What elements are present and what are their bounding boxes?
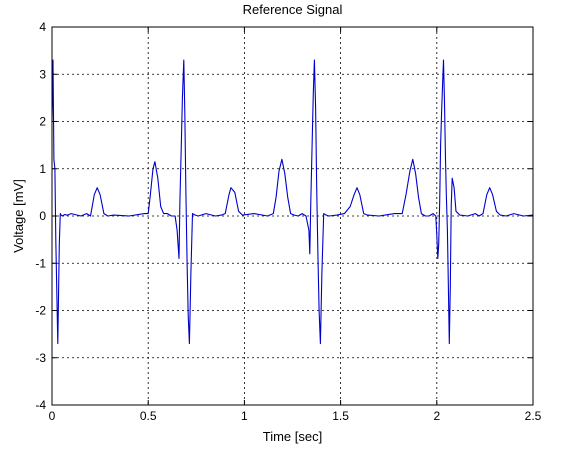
signal-line	[51, 59, 534, 345]
y-axis-label: Voltage [mV]	[11, 179, 26, 253]
x-axis-label: Time [sec]	[263, 429, 322, 444]
chart-title: Reference Signal	[243, 2, 343, 17]
x-tick-label: 0	[49, 409, 56, 423]
y-tick-label: -2	[35, 304, 46, 318]
x-tick-label: 0.5	[140, 409, 157, 423]
x-tick-label: 2	[433, 409, 440, 423]
y-tick-label: 4	[39, 20, 46, 34]
x-tick-label: 1.5	[332, 409, 349, 423]
y-tick-label: -3	[35, 351, 46, 365]
y-tick-label: -1	[35, 256, 46, 270]
y-tick-label: 1	[39, 162, 46, 176]
axis-ticks: 0 0.5 1 1.5 2 2.5 -4 -3 -2 -1 0 1 2 3 4	[35, 20, 541, 423]
y-tick-label: 0	[39, 209, 46, 223]
x-tick-label: 2.5	[525, 409, 542, 423]
signal-trace	[51, 59, 534, 345]
x-tick-label: 1	[241, 409, 248, 423]
y-tick-label: 3	[39, 67, 46, 81]
y-tick-label: 2	[39, 115, 46, 129]
y-tick-label: -4	[35, 398, 46, 412]
